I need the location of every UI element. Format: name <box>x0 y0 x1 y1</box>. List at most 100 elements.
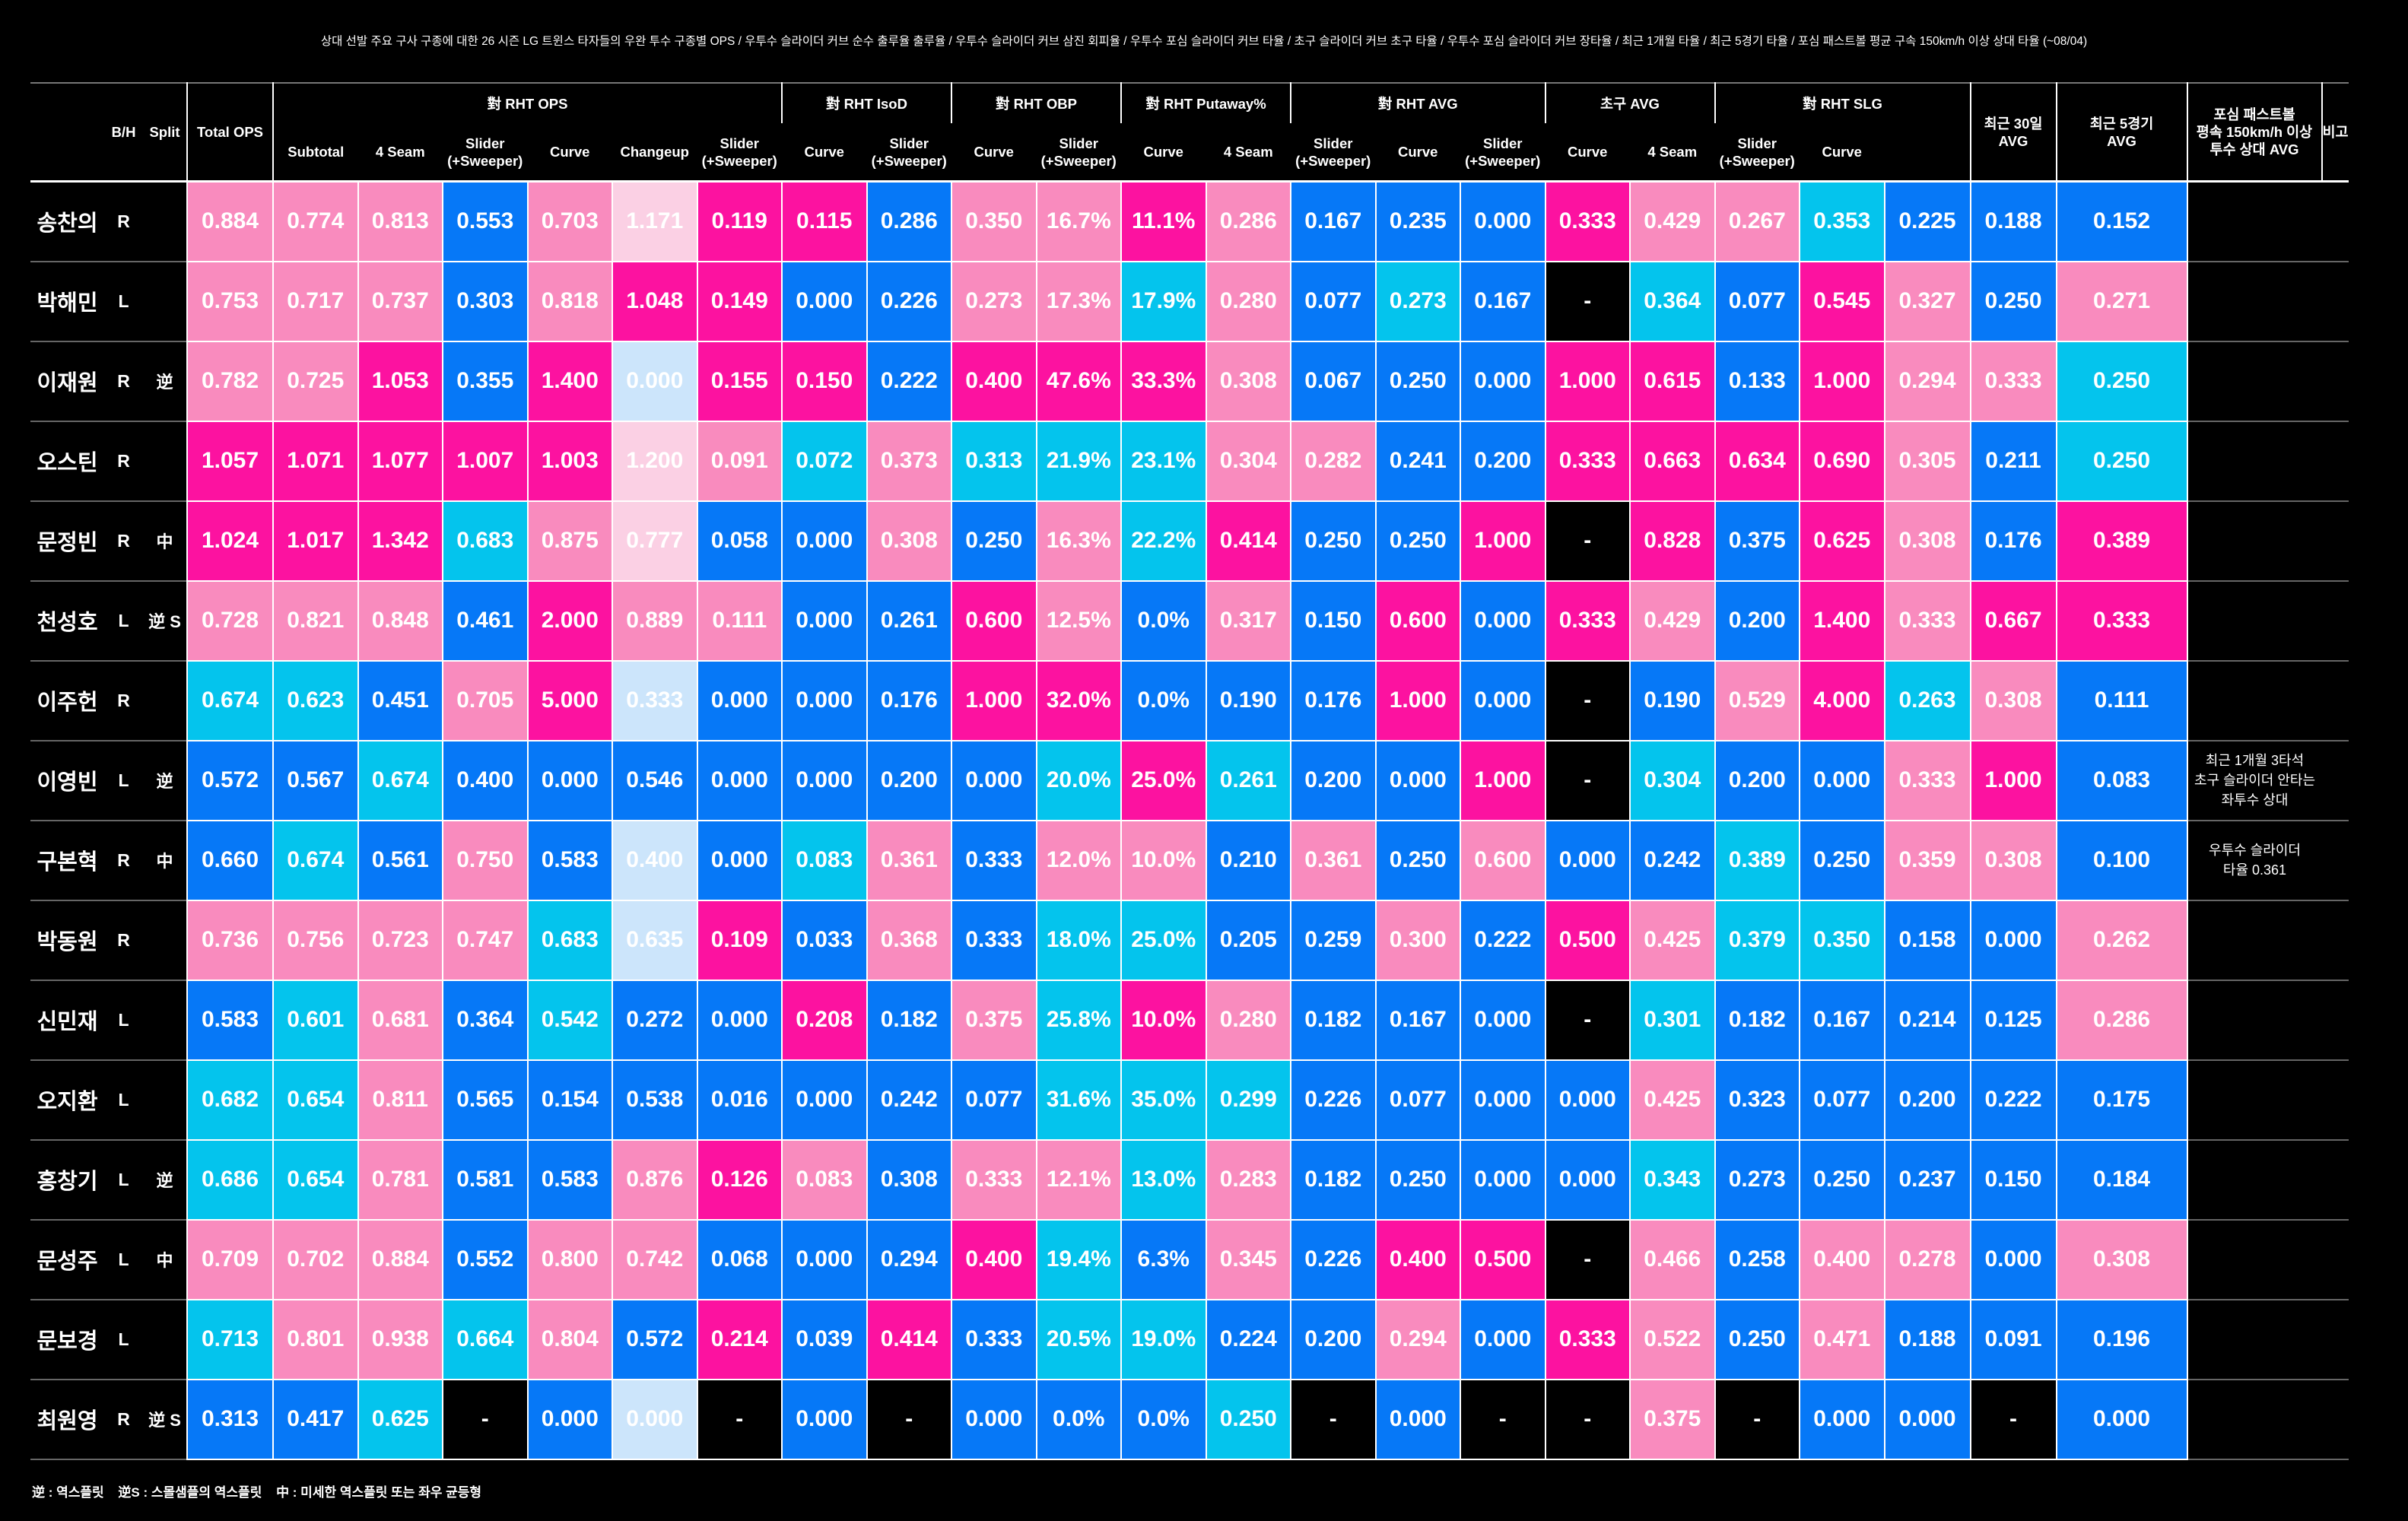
stat-cell: 1.000 <box>1460 740 1546 821</box>
stat-cell: - <box>1545 980 1631 1061</box>
stat-cell: 0.667 <box>1970 580 2057 662</box>
split-tag: 中 <box>156 852 173 871</box>
stat-cell: 0.272 <box>612 980 698 1061</box>
stat-cell: 0.304 <box>1206 421 1291 502</box>
stat-cell: 0.000 <box>612 341 698 422</box>
stat-cell: 0.546 <box>612 740 698 821</box>
stat-cell: 1.000 <box>1800 341 1885 422</box>
header-total-ops: Total OPS <box>186 83 274 182</box>
stat-cell: 0.280 <box>1206 980 1291 1061</box>
split-tag <box>143 661 187 741</box>
stat-cell: 0.000 <box>1884 1379 1971 1460</box>
header-sub: Curve <box>1568 144 1608 160</box>
stat-cell: - <box>1291 1379 1377 1460</box>
header-sub: 4 Seam <box>1223 144 1273 160</box>
stat-cell: 0.373 <box>866 421 952 502</box>
stat-cell: 0.654 <box>273 1139 359 1221</box>
stat-cell: 0.702 <box>273 1219 359 1300</box>
stat-cell: 0.379 <box>1714 900 1800 981</box>
table-row: 오스틴 R 1.057 1.071 1.077 1.007 1.003 1.200 0.091 0… <box>30 421 2349 502</box>
split-tag <box>143 262 187 341</box>
stat-cell: 0.686 <box>186 1139 274 1221</box>
stat-cell: 20.5% <box>1036 1299 1122 1380</box>
stat-cell: 0.286 <box>1206 181 1291 262</box>
stat-cell: 17.9% <box>1121 261 1207 342</box>
stat-cell: 0.196 <box>2056 1299 2188 1380</box>
stat-cell: 0.077 <box>1714 261 1800 342</box>
stat-cell: 0.176 <box>1970 500 2057 582</box>
stat-cell: 0.709 <box>186 1219 274 1300</box>
stat-cell: 0.188 <box>1970 181 2057 262</box>
header-note: 비고 <box>2321 83 2349 182</box>
stat-cell: 0.601 <box>273 980 359 1061</box>
stat-cell: 0.451 <box>357 660 443 741</box>
stat-cell: 0.876 <box>612 1139 698 1221</box>
table-row: 천성호 L 逆 S 0.728 0.821 0.848 0.461 2.000 0.889 0.1… <box>30 580 2349 662</box>
legend-item-reverse-small: 逆S : 스몰샘플의 역스플릿 <box>118 1485 262 1500</box>
stat-cell: 1.000 <box>1970 740 2057 821</box>
stat-cell: 0.182 <box>1291 980 1377 1061</box>
header-recent30: 최근 30일 AVG <box>1969 83 2057 182</box>
stat-cell: 0.150 <box>782 341 868 422</box>
header-sub: Changeup <box>620 144 689 160</box>
stat-cell: 0.425 <box>1630 900 1716 981</box>
stat-cell: 0.000 <box>1970 1219 2057 1300</box>
stat-cell: 0.301 <box>1630 980 1716 1061</box>
note-cell <box>2186 261 2322 341</box>
split-legend: 逆 : 역스플릿 逆S : 스몰샘플의 역스플릿 中 : 미세한 역스플릿 또는… <box>32 1481 492 1500</box>
stat-cell: 0.039 <box>782 1299 868 1380</box>
stat-cell: 0.294 <box>1375 1299 1461 1380</box>
stat-cell: 0.250 <box>1375 500 1461 582</box>
stat-cell: 0.115 <box>782 181 868 262</box>
stat-cell: 0.000 <box>782 580 868 662</box>
stat-cell: 0.750 <box>443 820 529 901</box>
stat-cell: 0.414 <box>1206 500 1291 582</box>
stat-cell: 0.167 <box>1375 980 1461 1061</box>
stat-cell: 0.364 <box>1630 261 1716 342</box>
stat-cell: 0.801 <box>273 1299 359 1380</box>
stat-cell: 0.782 <box>186 341 274 422</box>
stat-cell: 0.333 <box>612 660 698 741</box>
split-tag: 逆 S <box>148 1411 181 1430</box>
header-sub: 4 Seam <box>375 144 425 160</box>
stat-cell: 0.625 <box>357 1379 443 1460</box>
stat-cell: - <box>866 1379 952 1460</box>
stat-cell: 0.000 <box>1545 1139 1631 1221</box>
table-row: 박해민 L 0.753 0.717 0.737 0.303 0.818 1.048 0.149 0… <box>30 261 2349 342</box>
table-body: 송찬의 R 0.884 0.774 0.813 0.553 0.703 1.171 0.119 0… <box>30 181 2349 1460</box>
stat-cell: 0.278 <box>1884 1219 1971 1300</box>
stat-cell: 0.333 <box>2056 580 2188 662</box>
split-tag <box>143 900 187 980</box>
stat-cell: 0.111 <box>2056 660 2188 741</box>
stat-cell: 0.304 <box>1630 740 1716 821</box>
stat-cell: 32.0% <box>1036 660 1122 741</box>
batting-hand: R <box>117 929 130 950</box>
stat-cell: 0.000 <box>782 261 868 342</box>
stat-cell: 0.058 <box>697 500 783 582</box>
stat-cell: 0.286 <box>866 181 952 262</box>
stat-cell: 0.333 <box>1545 181 1631 262</box>
stat-cell: 0.821 <box>273 580 359 662</box>
stat-cell: 1.400 <box>527 341 613 422</box>
stat-cell: 0.327 <box>1884 261 1971 342</box>
stat-cell: - <box>1545 740 1631 821</box>
stat-cell: 1.000 <box>1460 500 1546 582</box>
batting-hand: L <box>118 1249 129 1269</box>
header-name <box>30 83 104 182</box>
stat-cell: 0.364 <box>443 980 529 1061</box>
stat-cell: 0.258 <box>1714 1219 1800 1300</box>
stat-cell: 0.267 <box>1714 181 1800 262</box>
header-sub: Slider (+Sweeper) <box>871 135 947 169</box>
stat-cell: 0.083 <box>782 820 868 901</box>
stat-cell: 0.250 <box>1800 1139 1885 1221</box>
stat-cell: - <box>1545 660 1631 741</box>
stat-cell: 0.938 <box>357 1299 443 1380</box>
stat-cell: 0.208 <box>782 980 868 1061</box>
player-name: 문성주 <box>37 1250 98 1274</box>
stat-cell: 5.000 <box>527 660 613 741</box>
stat-cell: 0.158 <box>1884 900 1971 981</box>
stat-cell: 0.176 <box>866 660 952 741</box>
stat-cell: 0.150 <box>1970 1139 2057 1221</box>
stat-cell: 0.690 <box>1800 421 1885 502</box>
stat-cell: 0.000 <box>951 1379 1037 1460</box>
